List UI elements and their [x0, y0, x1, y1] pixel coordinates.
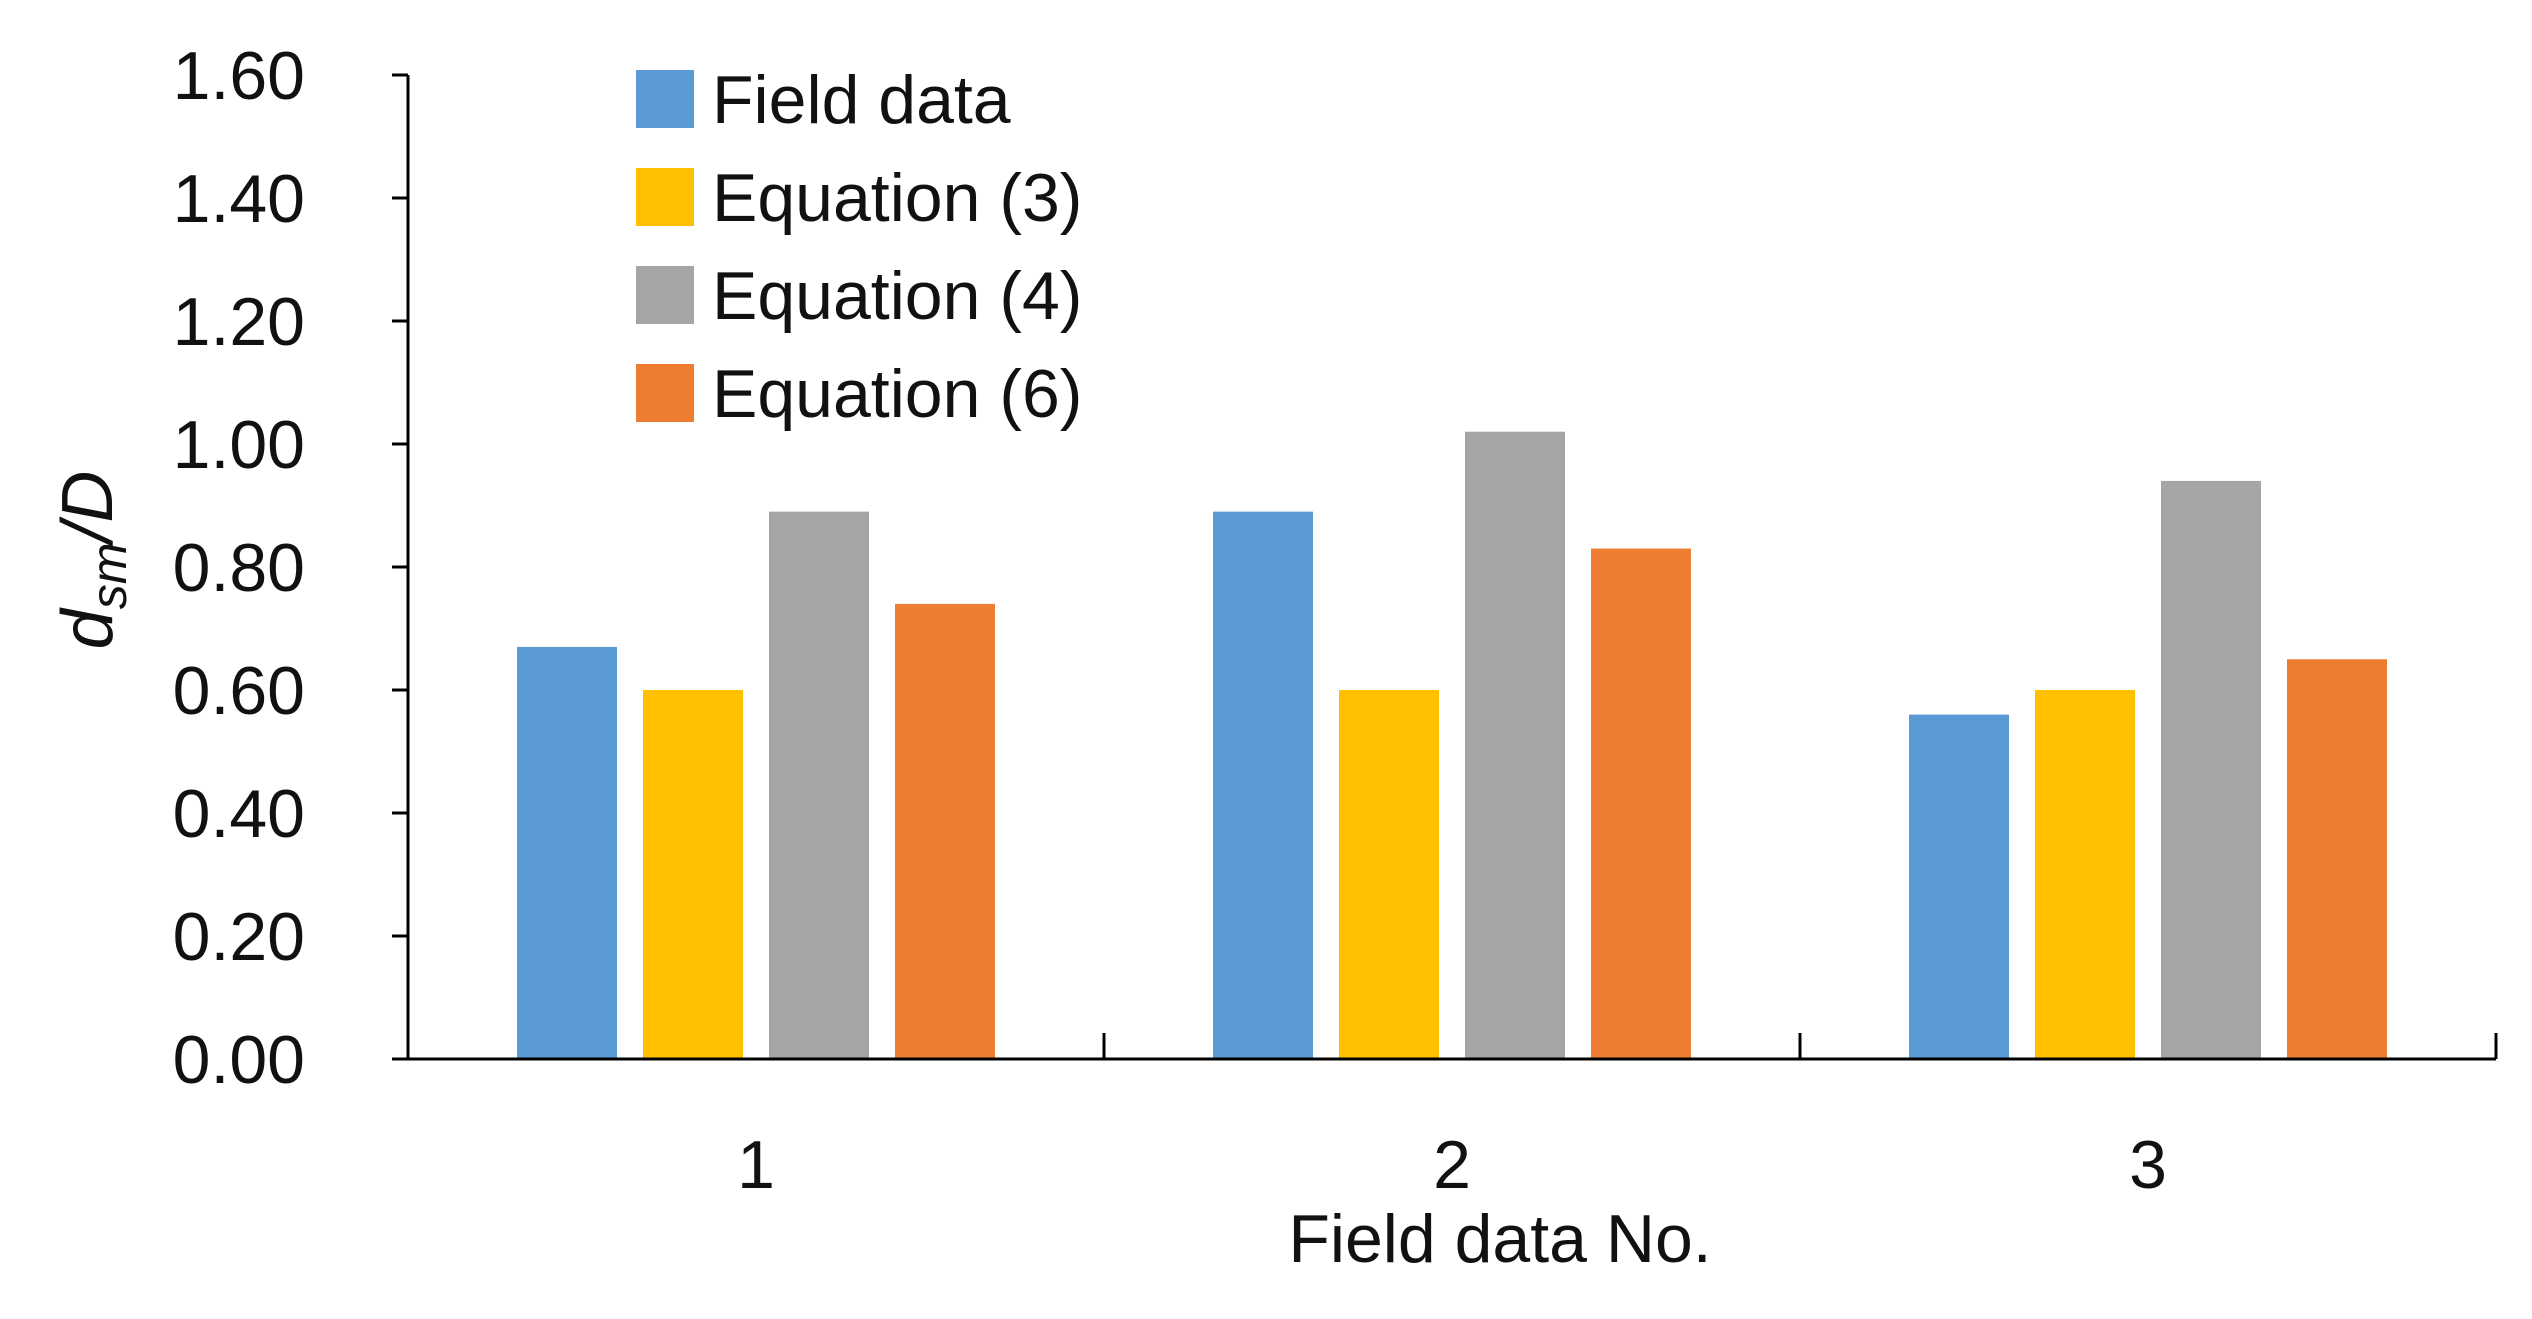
- bar: [769, 511, 869, 1059]
- y-tick-label: 1.60: [173, 38, 305, 114]
- legend-label: Field data: [712, 62, 1011, 138]
- y-axis-label-tail: /D: [48, 471, 128, 548]
- x-tick-label: 3: [2129, 1127, 2167, 1203]
- bar: [643, 690, 743, 1059]
- y-tick-labels: 0.00 0.20 0.40 0.60 0.80 1.00 1.20 1.40 1.60: [173, 38, 305, 1098]
- y-tick-label: 0.80: [173, 530, 305, 606]
- x-axis-label: Field data No.: [1288, 1201, 1711, 1277]
- y-axis-label-main: d: [48, 607, 128, 649]
- y-tick-label: 1.00: [173, 407, 305, 483]
- legend-swatch: [636, 266, 694, 324]
- bar: [1213, 511, 1313, 1059]
- legend-label: Equation (6): [712, 356, 1082, 432]
- y-tick-label: 0.60: [173, 653, 305, 729]
- legend: Field data Equation (3) Equation (4) Equati…: [636, 62, 1082, 432]
- y-axis-label-subscript: sm: [81, 543, 137, 610]
- bar: [1909, 714, 2009, 1059]
- y-axis-label: dsm/D: [48, 471, 137, 650]
- legend-swatch: [636, 364, 694, 422]
- legend-label: Equation (4): [712, 258, 1082, 334]
- y-tick-label: 1.40: [173, 161, 305, 237]
- y-tick-label: 0.40: [173, 776, 305, 852]
- x-tick-label: 1: [737, 1127, 775, 1203]
- legend-swatch: [636, 168, 694, 226]
- bar: [2035, 690, 2135, 1059]
- bar: [2161, 480, 2261, 1059]
- bars-group: [517, 431, 2387, 1059]
- bar: [1591, 548, 1691, 1059]
- y-tick-label: 1.20: [173, 284, 305, 360]
- legend-swatch: [636, 70, 694, 128]
- bar: [2287, 659, 2387, 1059]
- y-tick-label: 0.00: [173, 1022, 305, 1098]
- x-tick-labels: 1 2 3: [737, 1127, 2167, 1203]
- bar: [895, 603, 995, 1059]
- legend-label: Equation (3): [712, 160, 1082, 236]
- axes-group: [392, 73, 2498, 1061]
- x-tick-label: 2: [1433, 1127, 1471, 1203]
- bar: [1465, 431, 1565, 1059]
- bar: [1339, 690, 1439, 1059]
- y-tick-label: 0.20: [173, 899, 305, 975]
- bar: [517, 646, 617, 1059]
